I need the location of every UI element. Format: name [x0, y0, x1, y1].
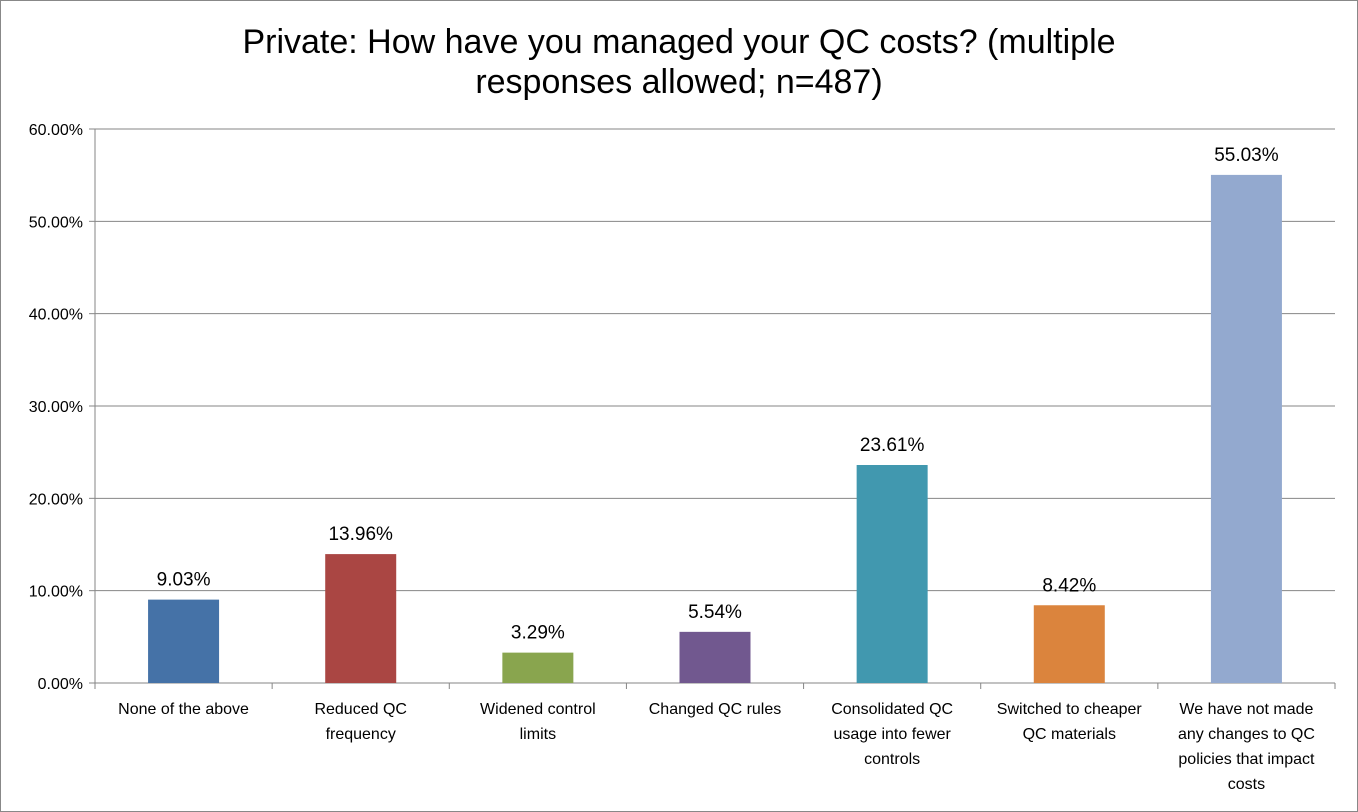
y-tick-label: 40.00% — [29, 307, 83, 324]
x-category-label-line: Reduced QC — [314, 701, 407, 718]
x-category-label: Reduced QC frequency — [276, 697, 446, 747]
y-tick-label: 30.00% — [29, 399, 83, 416]
x-category-label: Widened control limits — [453, 697, 623, 747]
x-category-label-line: We have not made — [1179, 701, 1314, 718]
x-category-label-line: costs — [1227, 776, 1266, 793]
x-category-label-line: Widened control — [480, 701, 596, 718]
x-category-label-line: any changes to QC — [1177, 726, 1315, 743]
data-label: 8.42% — [1042, 575, 1096, 596]
x-category-label-line: controls — [864, 751, 921, 768]
data-label: 55.03% — [1214, 145, 1279, 166]
x-category-label-line: policies that impact — [1178, 751, 1315, 768]
bar — [148, 599, 220, 683]
y-tick-label: 10.00% — [29, 584, 83, 601]
data-label: 3.29% — [511, 623, 565, 644]
x-category-label-line: None of the above — [118, 701, 249, 718]
x-category-label: None of the above — [99, 697, 269, 722]
chart-title-line-1: Private: How have you managed your QC co… — [242, 23, 1116, 61]
data-label: 23.61% — [860, 435, 925, 456]
x-category-label-line: usage into fewer — [833, 726, 951, 743]
x-category-label-line: Consolidated QC — [831, 701, 954, 718]
y-tick-label: 60.00% — [29, 122, 83, 139]
y-tick-label: 50.00% — [29, 214, 83, 231]
x-category-label: We have not made any changes to QC policie… — [1161, 697, 1331, 797]
x-category-label-line: Changed QC rules — [648, 701, 782, 718]
bar — [1033, 605, 1105, 683]
bar — [856, 465, 928, 683]
x-category-label: Switched to cheaper QC materials — [984, 697, 1154, 747]
data-label: 13.96% — [328, 524, 393, 545]
x-category-label-line: Switched to cheaper — [996, 701, 1142, 718]
y-tick-label: 0.00% — [38, 676, 83, 693]
data-label: 9.03% — [157, 570, 211, 591]
bar — [679, 631, 751, 683]
chart-title-line-2: responses allowed; n=487) — [475, 63, 883, 101]
data-label: 5.54% — [688, 602, 742, 623]
chart-title: Private: How have you managed your QC co… — [0, 22, 1358, 102]
x-category-label-line: frequency — [325, 726, 396, 743]
x-category-label-line: limits — [519, 726, 557, 743]
bar — [502, 652, 574, 683]
bar — [1210, 174, 1282, 684]
x-category-label-line: QC materials — [1022, 726, 1116, 743]
x-category-label: Consolidated QC usage into fewer controls — [807, 697, 977, 772]
bar — [325, 554, 397, 683]
y-tick-label: 20.00% — [29, 491, 83, 508]
x-category-label: Changed QC rules — [630, 697, 800, 722]
